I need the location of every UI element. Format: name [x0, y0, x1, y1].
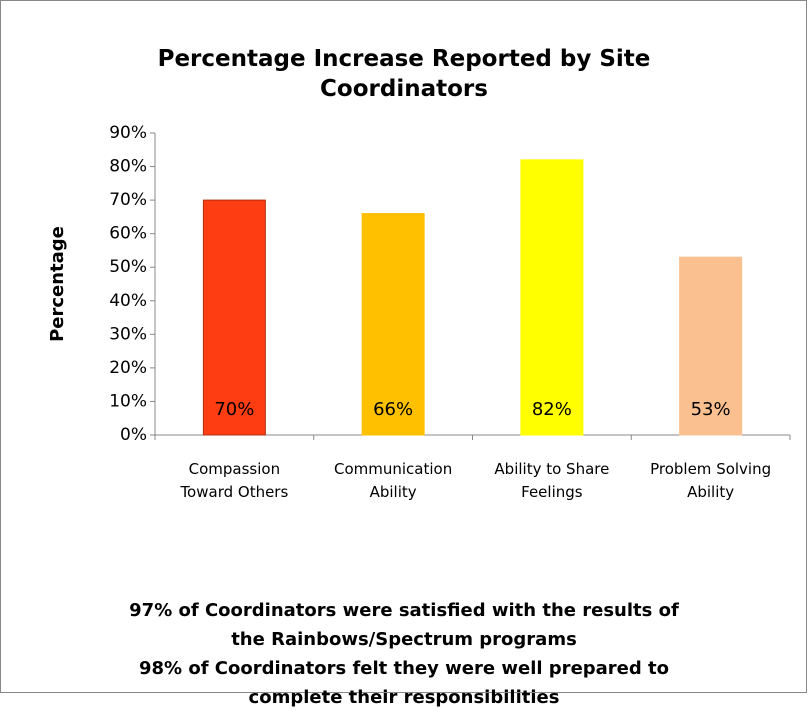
y-tick-label: 60%	[109, 224, 147, 244]
x-tick-label: Problem Solving Ability	[650, 460, 772, 501]
x-tick-label: Communication Ability	[334, 460, 453, 501]
y-tick-label: 70%	[109, 190, 147, 210]
bar	[679, 256, 743, 436]
bar	[361, 213, 425, 436]
y-tick-label: 30%	[109, 324, 147, 344]
x-tick-label: Compassion Toward Others	[180, 460, 289, 501]
y-tick-label: 20%	[109, 358, 147, 378]
y-tick-label: 10%	[109, 391, 147, 411]
y-tick-label: 90%	[109, 123, 147, 143]
annotation: 98% of Coordinators felt they were well …	[138, 658, 670, 708]
bar	[202, 199, 266, 436]
y-axis-label: Percentage	[47, 226, 68, 342]
y-tick-label: 80%	[109, 157, 147, 177]
y-tick-label: 50%	[109, 257, 147, 277]
bar	[520, 159, 584, 436]
chart-title: Percentage Increase Reported by Site Coo…	[157, 46, 651, 102]
value-label: 82%	[532, 399, 572, 420]
annotation: 97% of Coordinators were satisfied with …	[129, 600, 679, 650]
x-tick-label: Ability to Share Feelings	[494, 460, 610, 501]
chart-border	[0, 0, 807, 693]
value-label: 66%	[373, 399, 413, 420]
chart: Percentage 0% 10% 20% 30% 40% 50% 60% 70% 80% 90%…	[0, 0, 807, 693]
y-tick-label: 40%	[109, 291, 147, 311]
value-label: 53%	[691, 399, 731, 420]
y-tick-label: 0%	[120, 425, 147, 445]
value-label: 70%	[214, 399, 254, 420]
